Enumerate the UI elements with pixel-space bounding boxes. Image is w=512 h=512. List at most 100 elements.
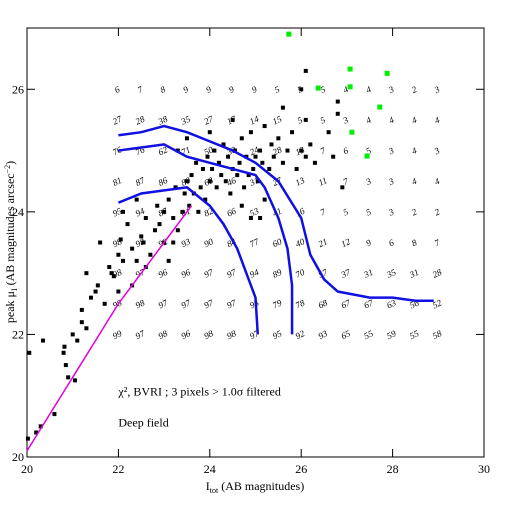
data-point bbox=[384, 70, 390, 76]
data-point bbox=[315, 85, 321, 91]
data-point bbox=[207, 179, 212, 184]
data-point bbox=[207, 130, 212, 135]
data-point bbox=[235, 173, 240, 178]
data-point bbox=[260, 160, 265, 165]
grid-number: 86 bbox=[157, 175, 170, 188]
grid-number: 67 bbox=[362, 297, 375, 310]
grid-number: 8 bbox=[410, 237, 419, 248]
grid-number: 5 bbox=[341, 206, 350, 217]
data-point bbox=[84, 326, 89, 331]
annotation: χ², BVRI ; 3 pixels > 1.0σ filtered bbox=[117, 385, 280, 399]
grid-number: 37 bbox=[339, 267, 353, 281]
grid-number: 94 bbox=[248, 267, 261, 280]
data-point bbox=[79, 320, 84, 325]
grid-number: 7 bbox=[433, 237, 442, 248]
data-point bbox=[134, 197, 139, 202]
grid-number: 96 bbox=[179, 328, 192, 341]
data-point bbox=[286, 31, 292, 37]
grid-number: 4 bbox=[387, 115, 396, 126]
grid-number: 70 bbox=[294, 267, 307, 280]
grid-number: 5 bbox=[364, 206, 373, 217]
grid-number: 5 bbox=[319, 84, 328, 95]
data-point bbox=[280, 160, 285, 165]
curve bbox=[117, 186, 260, 335]
data-point bbox=[194, 160, 199, 165]
grid-number: 5 bbox=[364, 145, 373, 156]
x-tick-label: 30 bbox=[478, 462, 490, 476]
grid-number: 92 bbox=[294, 328, 307, 341]
grid-number: 9 bbox=[227, 84, 236, 95]
data-point bbox=[184, 179, 189, 184]
y-tick-label: 24 bbox=[12, 205, 24, 219]
data-point bbox=[205, 154, 210, 159]
data-point bbox=[98, 240, 103, 245]
grid-number: 38 bbox=[156, 114, 170, 128]
data-point bbox=[237, 160, 242, 165]
data-point bbox=[25, 436, 30, 441]
data-point bbox=[120, 258, 125, 263]
data-point bbox=[180, 209, 185, 214]
data-point bbox=[255, 179, 260, 184]
data-point bbox=[62, 344, 67, 349]
data-point bbox=[79, 307, 84, 312]
data-point bbox=[63, 363, 68, 368]
grid-number: 9 bbox=[204, 84, 213, 95]
data-point bbox=[303, 68, 308, 73]
grid-number: 98 bbox=[202, 328, 215, 341]
grid-number: 96 bbox=[179, 267, 192, 280]
data-point bbox=[290, 130, 295, 135]
grid-number: 31 bbox=[361, 267, 374, 280]
data-point bbox=[134, 258, 139, 263]
grid-number: 97 bbox=[202, 267, 215, 280]
data-point bbox=[262, 197, 267, 202]
grid-number: 5 bbox=[319, 115, 328, 126]
data-point bbox=[72, 378, 77, 383]
grid-number: 7 bbox=[136, 84, 145, 95]
data-point bbox=[116, 289, 121, 294]
grid-number: 13 bbox=[294, 175, 307, 188]
data-point bbox=[34, 430, 39, 435]
data-point bbox=[93, 289, 98, 294]
grid-number: 97 bbox=[225, 297, 238, 310]
grid-number: 93 bbox=[317, 328, 330, 341]
grid-number: 97 bbox=[225, 267, 238, 280]
data-point bbox=[157, 222, 162, 227]
data-point bbox=[120, 209, 125, 214]
data-point bbox=[312, 160, 317, 165]
grid-number: 52 bbox=[431, 297, 444, 310]
data-point bbox=[173, 185, 178, 190]
data-point bbox=[364, 153, 370, 159]
grid-number: 4 bbox=[410, 145, 419, 156]
data-point bbox=[239, 136, 244, 141]
data-point bbox=[228, 191, 233, 196]
grid-number: 7 bbox=[341, 176, 350, 187]
grid-number: 3 bbox=[432, 145, 442, 157]
grid-number: 27 bbox=[111, 114, 124, 127]
grid-number: 7 bbox=[319, 145, 328, 156]
data-point bbox=[40, 338, 45, 343]
data-point bbox=[347, 84, 353, 90]
grid-number: 35 bbox=[384, 267, 398, 281]
grid-number: 15 bbox=[271, 114, 284, 127]
data-point bbox=[299, 148, 304, 153]
grid-number: 55 bbox=[362, 328, 375, 341]
grid-number: 89 bbox=[271, 267, 284, 280]
data-point bbox=[258, 215, 263, 220]
data-point bbox=[349, 129, 355, 135]
data-point bbox=[269, 142, 274, 147]
grid-number: 14 bbox=[248, 114, 261, 127]
grid-number: 97 bbox=[157, 297, 170, 310]
data-point bbox=[248, 215, 253, 220]
data-point bbox=[200, 166, 205, 171]
grid-number: 9 bbox=[182, 84, 191, 95]
data-point bbox=[308, 142, 313, 147]
grid-number: 2 bbox=[433, 206, 442, 217]
grid-number: 4 bbox=[410, 176, 419, 187]
grid-number: 98 bbox=[134, 297, 147, 310]
grid-number: 95 bbox=[271, 328, 284, 341]
grid-number: 2 bbox=[410, 206, 419, 217]
data-point bbox=[52, 412, 57, 417]
data-point bbox=[171, 215, 176, 220]
grid-number: 28 bbox=[431, 267, 444, 280]
